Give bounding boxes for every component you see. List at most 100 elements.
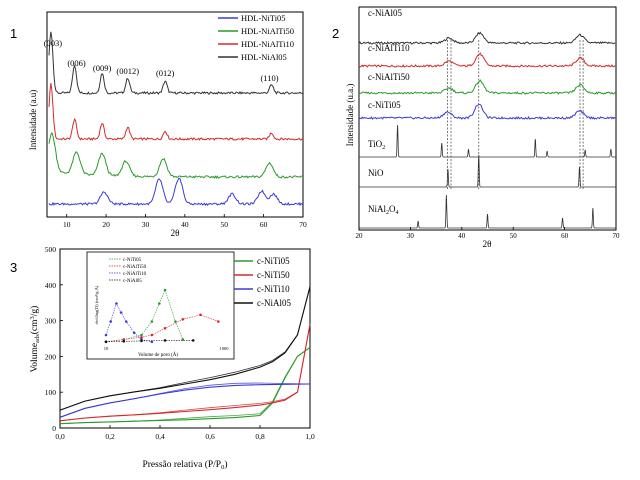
inset-point [122, 338, 126, 341]
trace-label: c-NiAl05 [368, 8, 402, 18]
panel-2-reference-lines [447, 40, 584, 190]
inset-point [199, 313, 202, 317]
inset-y-label: dv/dlog(D) (cm³/g.Å) [94, 285, 99, 324]
inset-point [181, 318, 185, 321]
y-tick-label: 100 [45, 388, 57, 397]
peak-label: (009) [93, 63, 112, 73]
inset-point [163, 288, 167, 292]
panel-3-y-label: Volumeads(cm3/g) [29, 306, 41, 373]
inset-point [104, 340, 108, 344]
x-tick-label: 70 [299, 220, 307, 229]
peak-label: (110) [260, 73, 278, 83]
y-label-main: Volume [30, 343, 40, 372]
y-tick-label: 500 [45, 245, 57, 254]
isotherm-desorption-line [59, 347, 311, 425]
inset-series-line [105, 314, 219, 343]
trace-label: TiO2 [368, 139, 385, 151]
isotherm-desorption-line [59, 382, 311, 418]
y-tick-label: 300 [45, 317, 57, 326]
inset-series-line [105, 302, 152, 343]
x-tick-label: 0,8 [255, 432, 265, 441]
legend-label: c-NiTi05 [257, 256, 290, 266]
inset-point [150, 333, 154, 337]
panel-2-y-label: Intensidade (u.a.) [345, 84, 355, 147]
x-tick-label: 0,6 [205, 432, 215, 441]
trace-line [48, 82, 304, 142]
panel-3-x-label: Pressão relativa (P/P0) [142, 459, 227, 471]
trace-line [359, 124, 616, 158]
y-label-sub: ads [34, 334, 41, 343]
panel-2-x-ticks: 20 30 40 50 60 70 [356, 227, 621, 240]
x-tick-label: 30 [407, 232, 415, 240]
inset-point [163, 327, 167, 330]
y-label-unit: (cm [29, 319, 40, 334]
x-label-main: Pressão relativa (P/P [142, 459, 221, 470]
x-tick-label: 40 [181, 220, 189, 229]
trace-label: c-NiAlTi10 [368, 43, 410, 53]
inset-point [150, 340, 154, 344]
y-tick-label: 400 [45, 281, 57, 290]
trace-line [359, 154, 616, 188]
inset-point [174, 320, 177, 323]
panel-3-legend: c-NiTi05 c-NiTi50 c-NiTi10 c-NiAl05 [234, 256, 291, 308]
inset-point [104, 333, 108, 337]
x-tick-label: 20 [356, 232, 364, 240]
inset-point [140, 336, 143, 339]
panel-3-frame [59, 248, 311, 429]
legend-label: HDL-NiAlTi50 [241, 26, 294, 36]
inset-point [140, 339, 143, 343]
inset-point [140, 333, 143, 337]
inset-point [191, 339, 195, 342]
trace-label-sub: 2 [386, 210, 389, 216]
trace-line [48, 31, 304, 96]
inset-point [115, 302, 118, 305]
legend-label: HDL-NiAl05 [241, 52, 287, 62]
panel-2-trace-labels: c-NiAl05 c-NiAlTi10 c-NiAlTi50 c-NiTi05 … [368, 8, 410, 216]
x-tick-label: 70 [613, 232, 621, 240]
y-tick-label: 0 [52, 424, 56, 433]
trace-line [358, 31, 616, 45]
trace-line [48, 177, 304, 207]
inset-points [104, 288, 220, 344]
x-tick-label: 10 [63, 220, 71, 229]
panel-2-number: 2 [332, 26, 339, 41]
inset-legend: c-NiTi05 c-NiAlTi50 c-NiAlTi10 c-NiAl05 [109, 258, 147, 284]
inset-point [163, 339, 167, 342]
inset-point [158, 302, 161, 305]
panel-3-y-ticks: 0 100 200 300 400 500 [45, 245, 63, 433]
trace-line [358, 104, 616, 120]
peak-label: (003) [44, 38, 63, 48]
trace-label-sub2: 4 [396, 210, 399, 216]
trace-line [359, 194, 616, 229]
panel-2-x-label: 2θ [483, 239, 492, 249]
trace-label-main: TiO [368, 139, 383, 149]
panel-3-x-ticks: 0,0 0,2 0,4 0,6 0,8 1,0 [55, 425, 315, 441]
panel-3-inset: dv/dlog(D) (cm³/g.Å) Volume de poro (Å) … [86, 251, 235, 360]
legend-label: c-NiAl05 [257, 298, 291, 308]
y-label-end: /g) [29, 306, 40, 317]
panel-3-isotherms [59, 286, 311, 425]
trace-line [358, 79, 616, 95]
peak-label: (0012) [116, 66, 139, 76]
x-tick-label: 30 [142, 220, 150, 229]
inset-point [132, 331, 136, 335]
x-tick-label: 20 [102, 220, 110, 229]
inset-x-tick: 1000 [220, 346, 230, 351]
panel-3-number: 3 [10, 260, 17, 275]
panel-1-x-ticks: 10 20 30 40 50 60 70 [63, 214, 307, 229]
panel-1-legend: HDL-NiTi05 HDL-NiAlTi50 HDL-NiAlTi10 HDL… [218, 13, 294, 62]
panel-1-x-label: 2θ [171, 228, 180, 238]
legend-label: HDL-NiTi05 [241, 13, 286, 23]
legend-label: c-NiTi10 [257, 284, 290, 294]
legend-label: c-NiTi50 [257, 270, 290, 280]
x-tick-label: 40 [458, 232, 466, 240]
trace-label: NiO [368, 168, 384, 178]
isotherm-desorption-line [59, 324, 311, 422]
trace-label-sub: 2 [382, 145, 385, 151]
inset-legend-label: c-NiAlTi50 [123, 265, 147, 270]
inset-series-line [105, 289, 184, 343]
panel-1-peak-labels: (003) (006) (009) (0012) (012) (110) [44, 38, 279, 83]
inset-point [109, 320, 112, 323]
x-tick-label: 1,0 [305, 432, 315, 441]
